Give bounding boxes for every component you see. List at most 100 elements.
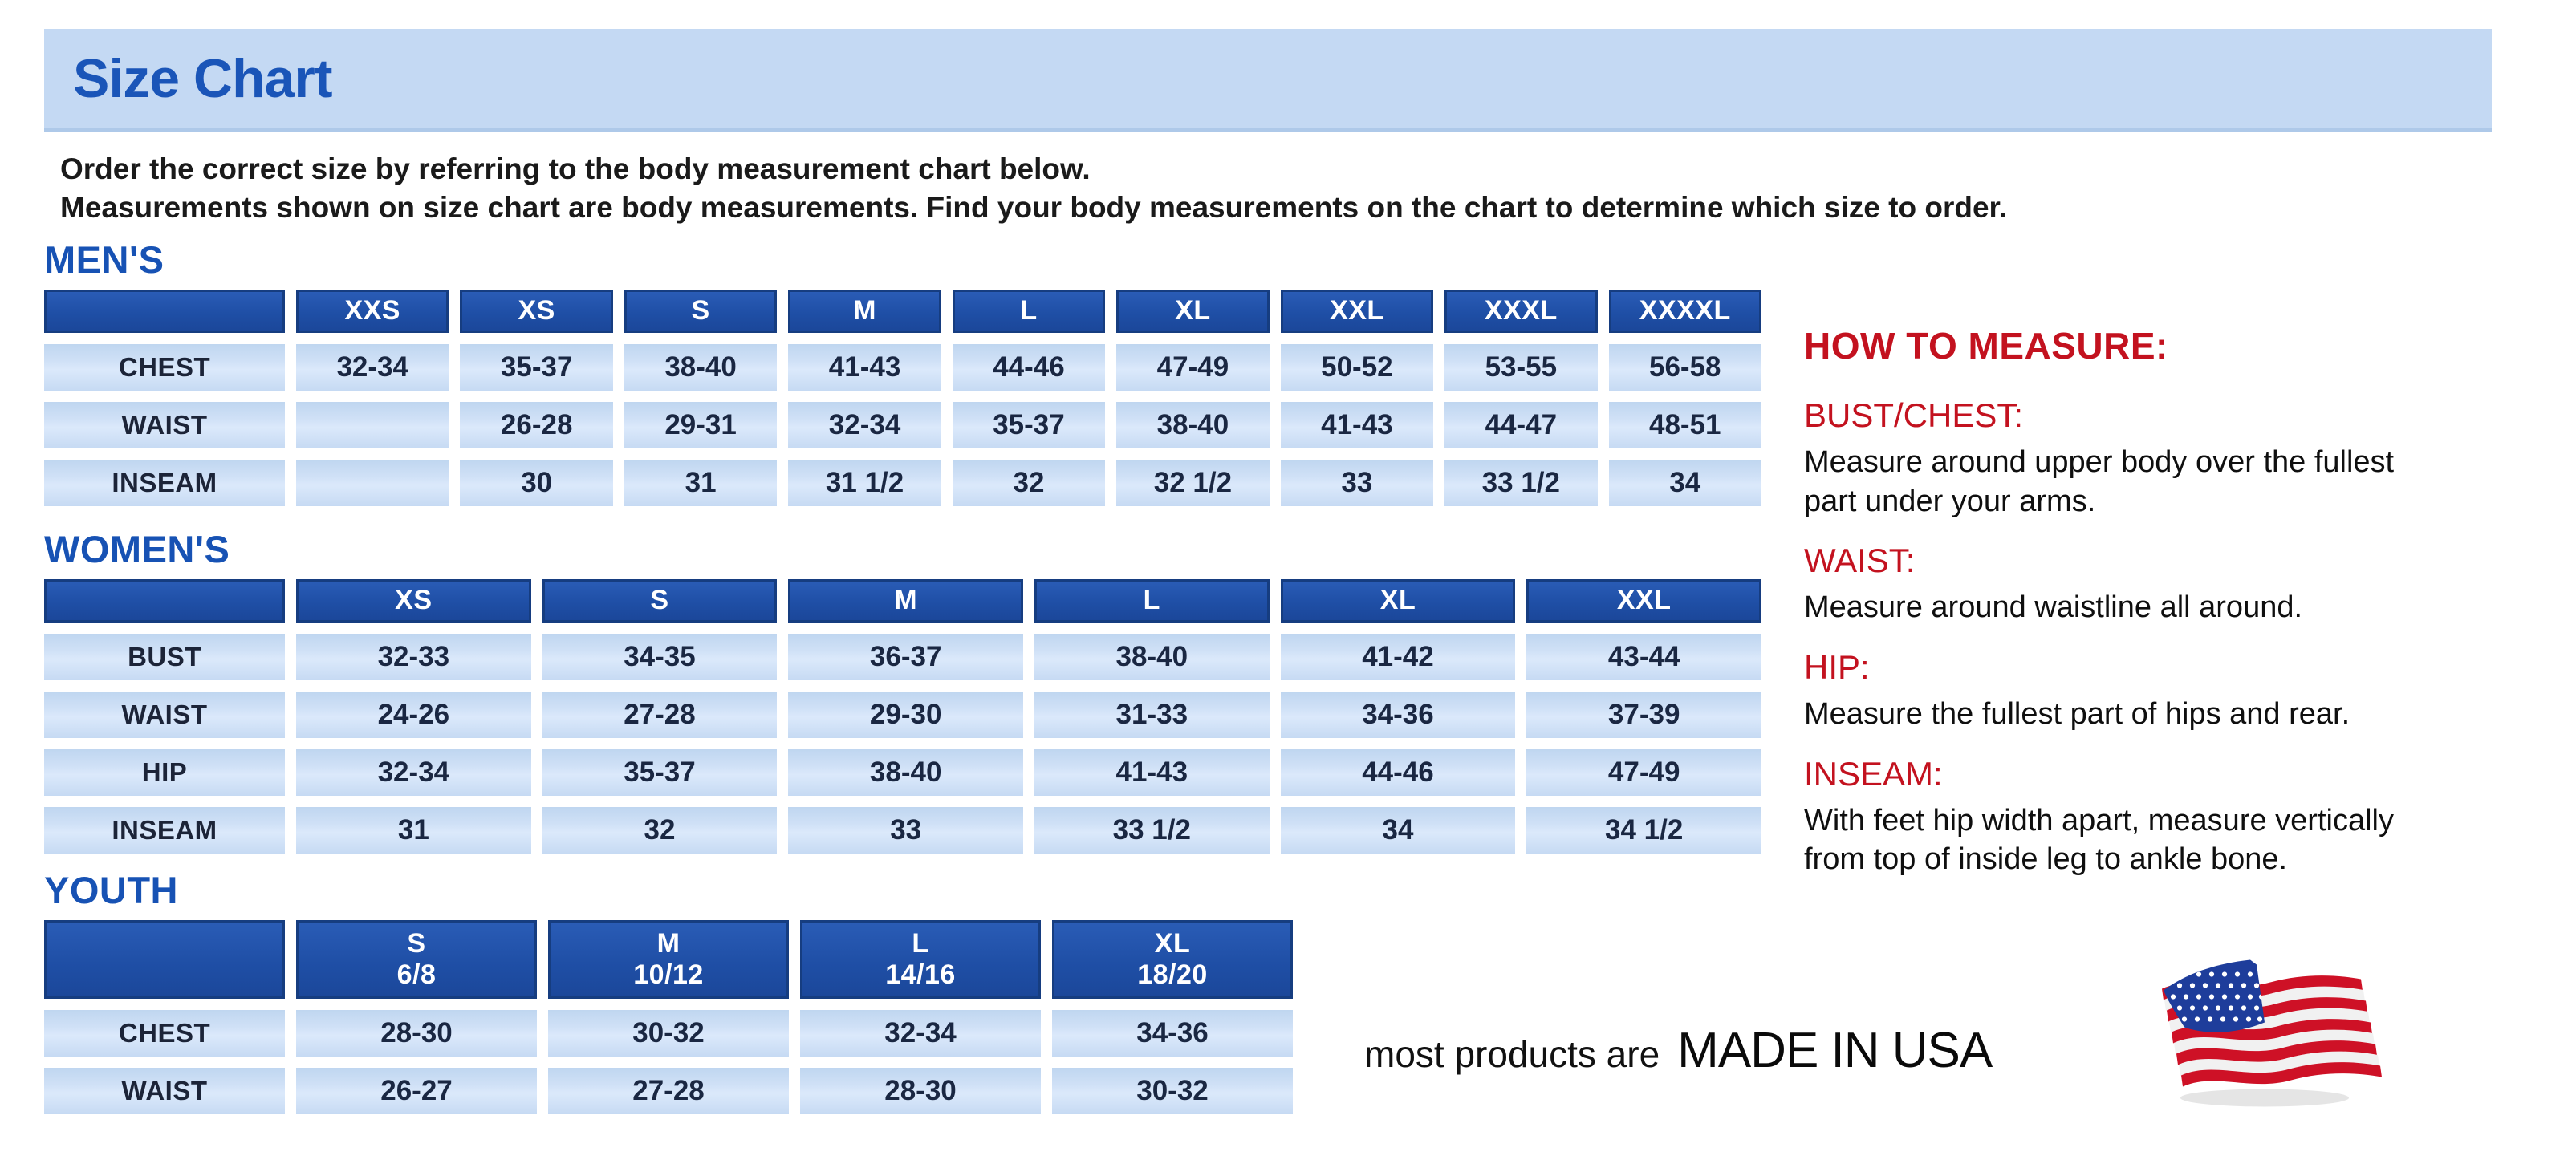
measure-section-hip: HIP: Measure the fullest part of hips an… <box>1804 648 2562 734</box>
column-header: XS <box>296 579 531 623</box>
size-value: 33 1/2 <box>1034 807 1270 854</box>
made-in-usa-prefix: most products are <box>1364 1033 1660 1075</box>
size-value: 34-36 <box>1280 692 1516 738</box>
measure-section-bust-chest: BUST/CHEST: Measure around upper body ov… <box>1804 396 2562 521</box>
size-value: 44-46 <box>1280 749 1516 796</box>
column-header: M <box>788 290 941 333</box>
row-label: WAIST <box>44 692 285 738</box>
flag-canton <box>2164 959 2265 1032</box>
made-in-usa-banner: most products are MADE IN USA <box>1364 1022 1993 1079</box>
size-value: 47-49 <box>1526 749 1761 796</box>
size-value: 41-43 <box>1280 402 1434 448</box>
size-value: 32-34 <box>800 1010 1041 1057</box>
size-value: 34-36 <box>1052 1010 1293 1057</box>
size-value: 44-47 <box>1444 402 1598 448</box>
title-bar: Size Chart <box>44 29 2492 132</box>
row-label: INSEAM <box>44 807 285 854</box>
size-value: 43-44 <box>1526 634 1761 680</box>
youth-section-title: YOUTH <box>44 869 178 911</box>
size-value: 50-52 <box>1280 344 1434 391</box>
us-flag-icon <box>2162 959 2382 1107</box>
size-value: 30-32 <box>1052 1068 1293 1114</box>
size-value: 44-46 <box>952 344 1106 391</box>
mens-section-title: MEN'S <box>44 238 165 281</box>
size-value: 32-34 <box>296 749 531 796</box>
size-value: 47-49 <box>1116 344 1270 391</box>
size-value: 35-37 <box>542 749 778 796</box>
how-to-measure-title: HOW TO MEASURE: <box>1804 325 2168 367</box>
intro-line-1: Order the correct size by referring to t… <box>60 152 1091 185</box>
table-corner-cell <box>44 579 285 623</box>
womens-section-title: WOMEN'S <box>44 528 230 570</box>
column-header: L <box>952 290 1106 333</box>
waist-text: Measure around waistline all around. <box>1804 590 2303 625</box>
size-value: 28-30 <box>296 1010 537 1057</box>
size-value: 48-51 <box>1608 402 1761 448</box>
flag-shadow <box>2180 1089 2349 1107</box>
column-header: S 6/8 <box>296 920 537 999</box>
size-value: 35-37 <box>460 344 613 391</box>
waist-heading: WAIST: <box>1804 541 1916 580</box>
size-value: 38-40 <box>1034 634 1270 680</box>
size-value: 30 <box>460 460 613 506</box>
how-to-measure-panel: HOW TO MEASURE: BUST/CHEST: Measure arou… <box>1804 324 2562 879</box>
bust-chest-text: Measure around upper body over the fulle… <box>1804 445 2395 518</box>
size-value: 33 <box>788 807 1023 854</box>
mens-section: MEN'S XXS XS S M L XL XXL XXXL XXXXL CHEST 32-34 35… <box>0 237 2576 506</box>
measure-section-inseam: INSEAM: With feet hip width apart, measu… <box>1804 755 2562 879</box>
youth-size-table: S 6/8 M 10/12 L 14/16 XL 18/20 CHEST 28-30 30-32 32… <box>44 920 1293 1114</box>
column-header: L <box>1034 579 1270 623</box>
size-value: 34-35 <box>542 634 778 680</box>
row-label: CHEST <box>44 1010 285 1057</box>
hip-heading: HIP: <box>1804 647 1870 686</box>
size-value: 35-37 <box>952 402 1106 448</box>
column-header: XL <box>1116 290 1270 333</box>
size-value: 28-30 <box>800 1068 1041 1114</box>
row-label: CHEST <box>44 344 285 391</box>
row-label: BUST <box>44 634 285 680</box>
size-value: 31 <box>624 460 778 506</box>
size-value: 32 1/2 <box>1116 460 1270 506</box>
size-value: 29-31 <box>624 402 778 448</box>
size-value: 38-40 <box>1116 402 1270 448</box>
size-value: 32 <box>952 460 1106 506</box>
size-value: 34 <box>1608 460 1761 506</box>
column-header: XXL <box>1280 290 1434 333</box>
size-value: 33 <box>1280 460 1434 506</box>
size-value: 32-33 <box>296 634 531 680</box>
measure-section-waist: WAIST: Measure around waistline all arou… <box>1804 541 2562 627</box>
womens-size-table: XS S M L XL XXL BUST 32-33 34-35 36-37 38-40 41-42 4… <box>44 579 1761 854</box>
size-value: 38-40 <box>624 344 778 391</box>
womens-section: WOMEN'S XS S M L XL XXL BUST 32-33 34-35 36-37 38-… <box>0 527 2576 854</box>
table-corner-cell <box>44 920 285 999</box>
column-header: M 10/12 <box>548 920 789 999</box>
column-header: XL <box>1280 579 1516 623</box>
size-value: 30-32 <box>548 1010 789 1057</box>
size-value: 32-34 <box>296 344 449 391</box>
flag-stars <box>2170 971 2265 1022</box>
size-value: 53-55 <box>1444 344 1598 391</box>
size-value: 34 <box>1280 807 1516 854</box>
intro-line-2: Measurements shown on size chart are bod… <box>60 191 2008 224</box>
table-corner-cell <box>44 290 285 333</box>
column-header: M <box>788 579 1023 623</box>
size-value: 41-42 <box>1280 634 1516 680</box>
size-value: 32-34 <box>788 402 941 448</box>
row-label: WAIST <box>44 1068 285 1114</box>
size-value: 31 <box>296 807 531 854</box>
size-value: 33 1/2 <box>1444 460 1598 506</box>
column-header: XL 18/20 <box>1052 920 1293 999</box>
row-label: HIP <box>44 749 285 796</box>
size-value: 26-28 <box>460 402 613 448</box>
size-value: 41-43 <box>1034 749 1270 796</box>
size-value: 36-37 <box>788 634 1023 680</box>
size-value: 29-30 <box>788 692 1023 738</box>
row-label: INSEAM <box>44 460 285 506</box>
size-value: 31 1/2 <box>788 460 941 506</box>
size-value: 41-43 <box>788 344 941 391</box>
column-header: XXL <box>1526 579 1761 623</box>
column-header: L 14/16 <box>800 920 1041 999</box>
inseam-heading: INSEAM: <box>1804 754 1943 793</box>
inseam-text: With feet hip width apart, measure verti… <box>1804 803 2394 877</box>
page-title: Size Chart <box>73 48 333 109</box>
